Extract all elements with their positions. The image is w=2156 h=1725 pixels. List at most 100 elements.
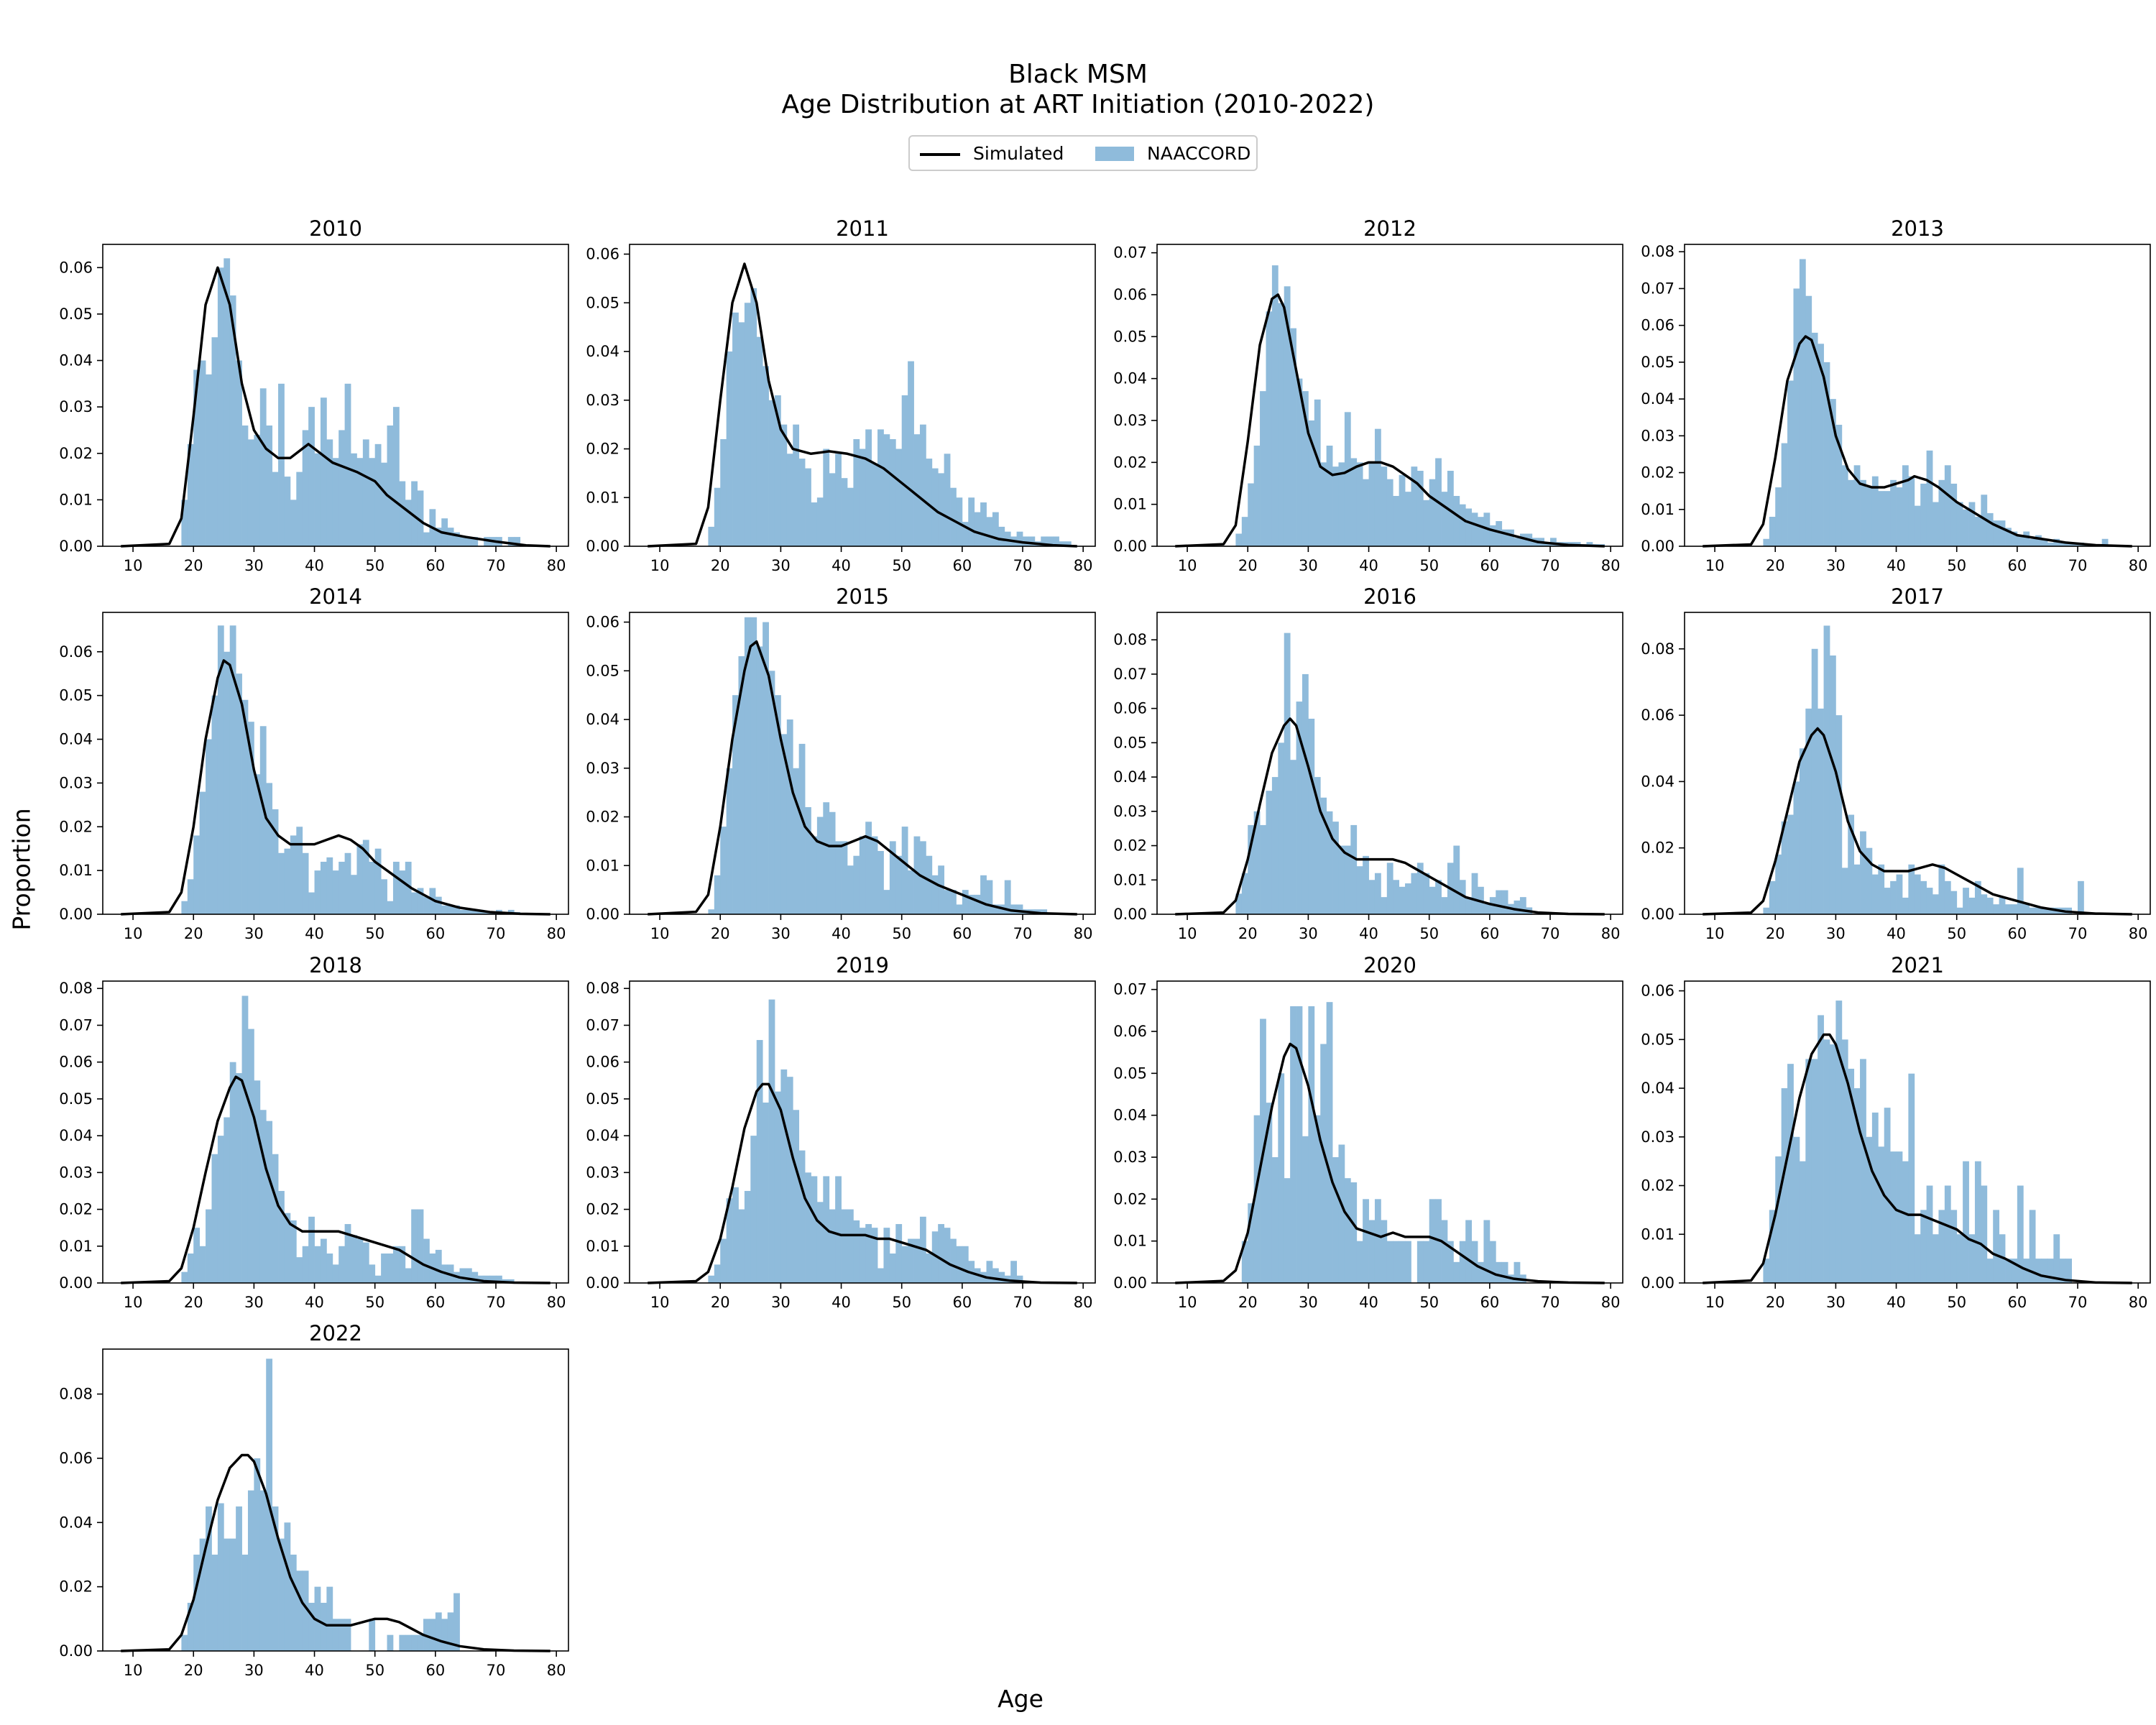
histogram-bar [1290, 760, 1296, 914]
histogram-bar [489, 1275, 497, 1283]
histogram-bar [732, 312, 739, 546]
histogram-bar [2101, 538, 2109, 546]
x-tick-label: 70 [487, 1294, 506, 1311]
y-tick-label: 0.06 [586, 1054, 619, 1071]
histogram-bar [278, 383, 285, 546]
histogram-bar [1459, 1241, 1466, 1283]
x-tick-label: 20 [1766, 1294, 1785, 1311]
histogram-bar [314, 1246, 321, 1283]
histogram-bar [211, 1554, 218, 1651]
histogram-bar [1818, 708, 1824, 914]
histogram-bar [889, 1254, 896, 1283]
histogram-bar [1344, 412, 1351, 546]
histogram-bar [229, 1062, 236, 1283]
histogram-bar [931, 1231, 939, 1283]
histogram-bar [901, 1246, 908, 1283]
x-tick-label: 60 [425, 925, 445, 942]
histogram-bar [1818, 1015, 1824, 1283]
histogram-bar [780, 734, 788, 914]
axes-frame [629, 980, 1096, 1284]
histogram-bar [1860, 479, 1866, 546]
x-tick-label: 60 [425, 1294, 445, 1311]
histogram-bar [236, 360, 242, 546]
histogram-bar [1393, 880, 1400, 914]
histogram-bar [913, 434, 921, 546]
histogram-bar [484, 911, 490, 914]
histogram-bar [278, 1190, 285, 1283]
histogram-bar [465, 909, 472, 914]
histogram-bar [1363, 1199, 1369, 1283]
histogram-bar [1429, 479, 1436, 546]
histogram-bar [429, 888, 436, 914]
histogram-bar [241, 699, 249, 914]
histogram-bar [1775, 1156, 1782, 1283]
histogram-bar [1866, 1136, 1873, 1283]
y-tick-label: 0.03 [1113, 412, 1147, 429]
y-tick-label: 0.03 [1113, 803, 1147, 820]
histogram-bar [811, 502, 818, 546]
x-tick-label: 10 [1178, 925, 1197, 942]
y-tick-label: 0.04 [59, 352, 93, 369]
histogram-bar [1763, 1259, 1770, 1283]
x-tick-label: 40 [831, 925, 851, 942]
histogram-bar [217, 1503, 224, 1651]
histogram-bar [1890, 880, 1897, 914]
histogram-bar [974, 512, 981, 546]
histogram-bar [1248, 1203, 1255, 1283]
histogram-bar [284, 1522, 291, 1651]
histogram-bar [284, 848, 291, 914]
histogram-bar [865, 1224, 872, 1283]
histogram-bar [2017, 1185, 2024, 1283]
y-tick-label: 0.03 [1113, 1149, 1147, 1166]
histogram-bar [1416, 471, 1424, 546]
y-tick-label: 0.06 [1641, 983, 1674, 1000]
histogram-bar [950, 890, 957, 914]
histogram-bar [1841, 465, 1848, 546]
histogram-bar [926, 855, 933, 914]
y-tick-label: 0.07 [1113, 666, 1147, 683]
histogram-bar [853, 855, 860, 914]
histogram-bar [272, 809, 279, 914]
histogram-bar [477, 1275, 484, 1283]
histogram-bar [1435, 880, 1442, 914]
histogram-bar [405, 500, 412, 546]
histogram-bar [224, 258, 231, 546]
histogram-bar [793, 768, 800, 914]
histogram-bar [344, 1224, 351, 1283]
histogram-bar [1944, 465, 1951, 546]
histogram-bar [1501, 529, 1508, 546]
histogram-bar [387, 1634, 394, 1651]
histogram-bar [302, 852, 309, 914]
histogram-bar [308, 892, 315, 914]
x-tick-label: 80 [1074, 925, 1093, 942]
histogram-bar [405, 861, 412, 914]
histogram-bar [1471, 1241, 1478, 1283]
histogram-bar [1235, 533, 1243, 546]
histogram-bar [1465, 897, 1473, 914]
histogram-bar [1835, 1000, 1843, 1283]
histogram-bar [1884, 1108, 1891, 1283]
histogram-bar [1423, 1241, 1430, 1283]
histogram-bar [829, 811, 836, 914]
y-tick-label: 0.01 [1113, 871, 1147, 888]
subplot-title: 2013 [1891, 216, 1944, 241]
y-tick-label: 0.03 [59, 1164, 93, 1181]
y-tick-label: 0.02 [1641, 1177, 1674, 1195]
histogram-bar [768, 671, 775, 914]
y-tick-label: 0.00 [1113, 538, 1147, 555]
histogram-bar [1914, 1234, 1921, 1283]
x-tick-label: 20 [1766, 557, 1785, 574]
histogram-bar [308, 407, 315, 546]
y-tick-label: 0.05 [586, 662, 619, 679]
histogram-bar [720, 438, 727, 546]
histogram-bar [332, 1264, 339, 1283]
histogram-bar [356, 844, 364, 914]
histogram-bar [1799, 259, 1806, 546]
histogram-bar [1447, 1241, 1454, 1283]
y-tick-label: 0.00 [59, 906, 93, 923]
x-tick-label: 80 [547, 557, 566, 574]
y-tick-label: 0.00 [1641, 1274, 1674, 1292]
y-tick-label: 0.02 [1113, 837, 1147, 855]
histogram-bar [756, 1039, 763, 1283]
histogram-bar [465, 1268, 472, 1283]
